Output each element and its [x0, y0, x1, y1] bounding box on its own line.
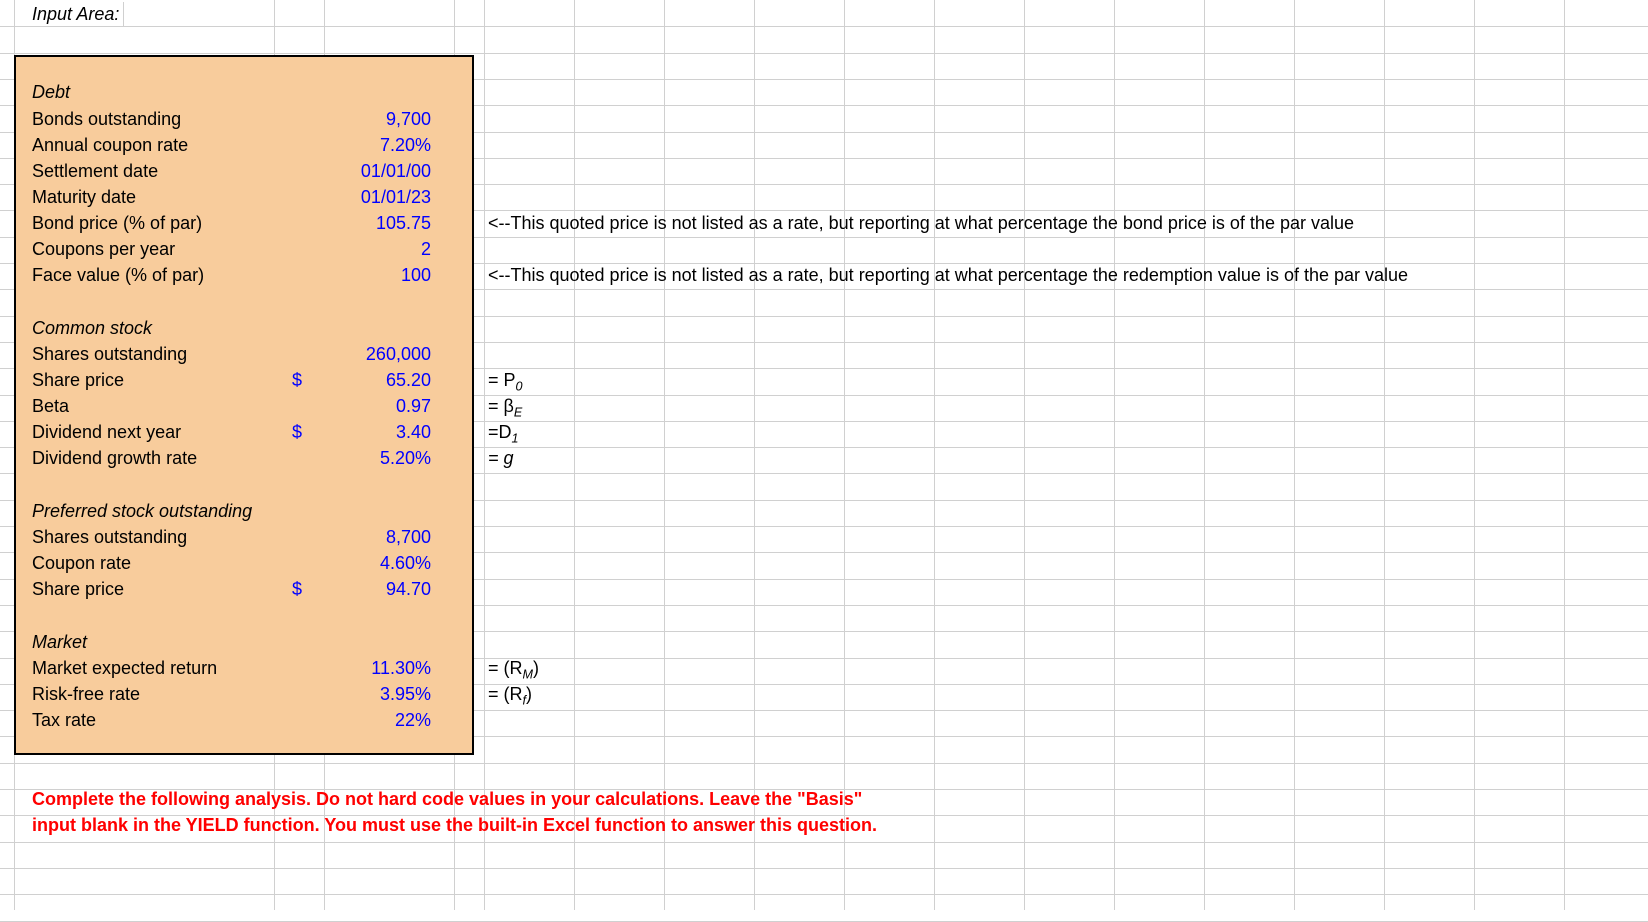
riskfree-label: Risk-free rate — [28, 682, 144, 707]
instructions-line2: input blank in the YIELD function. You m… — [28, 813, 881, 838]
bonds-outstanding-label: Bonds outstanding — [28, 107, 185, 132]
instructions-line1: Complete the following analysis. Do not … — [28, 787, 866, 812]
common-shares-value[interactable]: 260,000 — [330, 342, 435, 367]
tax-label: Tax rate — [28, 708, 100, 733]
annual-coupon-value[interactable]: 7.20% — [330, 133, 435, 158]
riskfree-value[interactable]: 3.95% — [330, 682, 435, 707]
maturity-label: Maturity date — [28, 185, 140, 210]
coupons-per-year-label: Coupons per year — [28, 237, 179, 262]
growth-note: = g — [484, 446, 518, 471]
bond-price-note: <--This quoted price is not listed as a … — [484, 211, 1358, 236]
settlement-label: Settlement date — [28, 159, 162, 184]
common-price-label: Share price — [28, 368, 128, 393]
common-shares-label: Shares outstanding — [28, 342, 191, 367]
debt-title: Debt — [28, 80, 74, 105]
expected-label: Market expected return — [28, 656, 221, 681]
bond-price-label: Bond price (% of par) — [28, 211, 206, 236]
preferred-coupon-label: Coupon rate — [28, 551, 135, 576]
common-price-note: = P0 — [484, 368, 527, 393]
common-price-value[interactable]: 65.20 — [330, 368, 435, 393]
maturity-value[interactable]: 01/01/23 — [330, 185, 435, 210]
preferred-shares-label: Shares outstanding — [28, 525, 191, 550]
input-area-label: Input Area: — [28, 2, 124, 27]
preferred-price-label: Share price — [28, 577, 128, 602]
growth-label: Dividend growth rate — [28, 446, 201, 471]
div-next-value[interactable]: 3.40 — [330, 420, 435, 445]
face-value-label: Face value (% of par) — [28, 263, 208, 288]
preferred-coupon-value[interactable]: 4.60% — [330, 551, 435, 576]
annual-coupon-label: Annual coupon rate — [28, 133, 192, 158]
beta-value[interactable]: 0.97 — [330, 394, 435, 419]
market-title: Market — [28, 630, 91, 655]
spreadsheet-sheet: Input Area: Debt Bonds outstanding 9,700… — [0, 0, 1648, 910]
expected-note: = (RM) — [484, 656, 543, 681]
common-title: Common stock — [28, 316, 156, 341]
preferred-price-value[interactable]: 94.70 — [330, 577, 435, 602]
div-next-label: Dividend next year — [28, 420, 185, 445]
face-value-note: <--This quoted price is not listed as a … — [484, 263, 1412, 288]
settlement-value[interactable]: 01/01/00 — [330, 159, 435, 184]
face-value-value[interactable]: 100 — [330, 263, 435, 288]
expected-value[interactable]: 11.30% — [330, 656, 435, 681]
bonds-outstanding-value[interactable]: 9,700 — [330, 107, 435, 132]
beta-note: = βE — [484, 394, 526, 419]
preferred-shares-value[interactable]: 8,700 — [330, 525, 435, 550]
beta-label: Beta — [28, 394, 73, 419]
preferred-price-currency: $ — [288, 577, 306, 602]
riskfree-note: = (Rf) — [484, 682, 536, 707]
tax-value[interactable]: 22% — [330, 708, 435, 733]
coupons-per-year-value[interactable]: 2 — [330, 237, 435, 262]
common-price-currency: $ — [288, 368, 306, 393]
preferred-title: Preferred stock outstanding — [28, 499, 256, 524]
div-next-note: =D1 — [484, 420, 523, 445]
growth-value[interactable]: 5.20% — [330, 446, 435, 471]
div-next-currency: $ — [288, 420, 306, 445]
bond-price-value[interactable]: 105.75 — [330, 211, 435, 236]
